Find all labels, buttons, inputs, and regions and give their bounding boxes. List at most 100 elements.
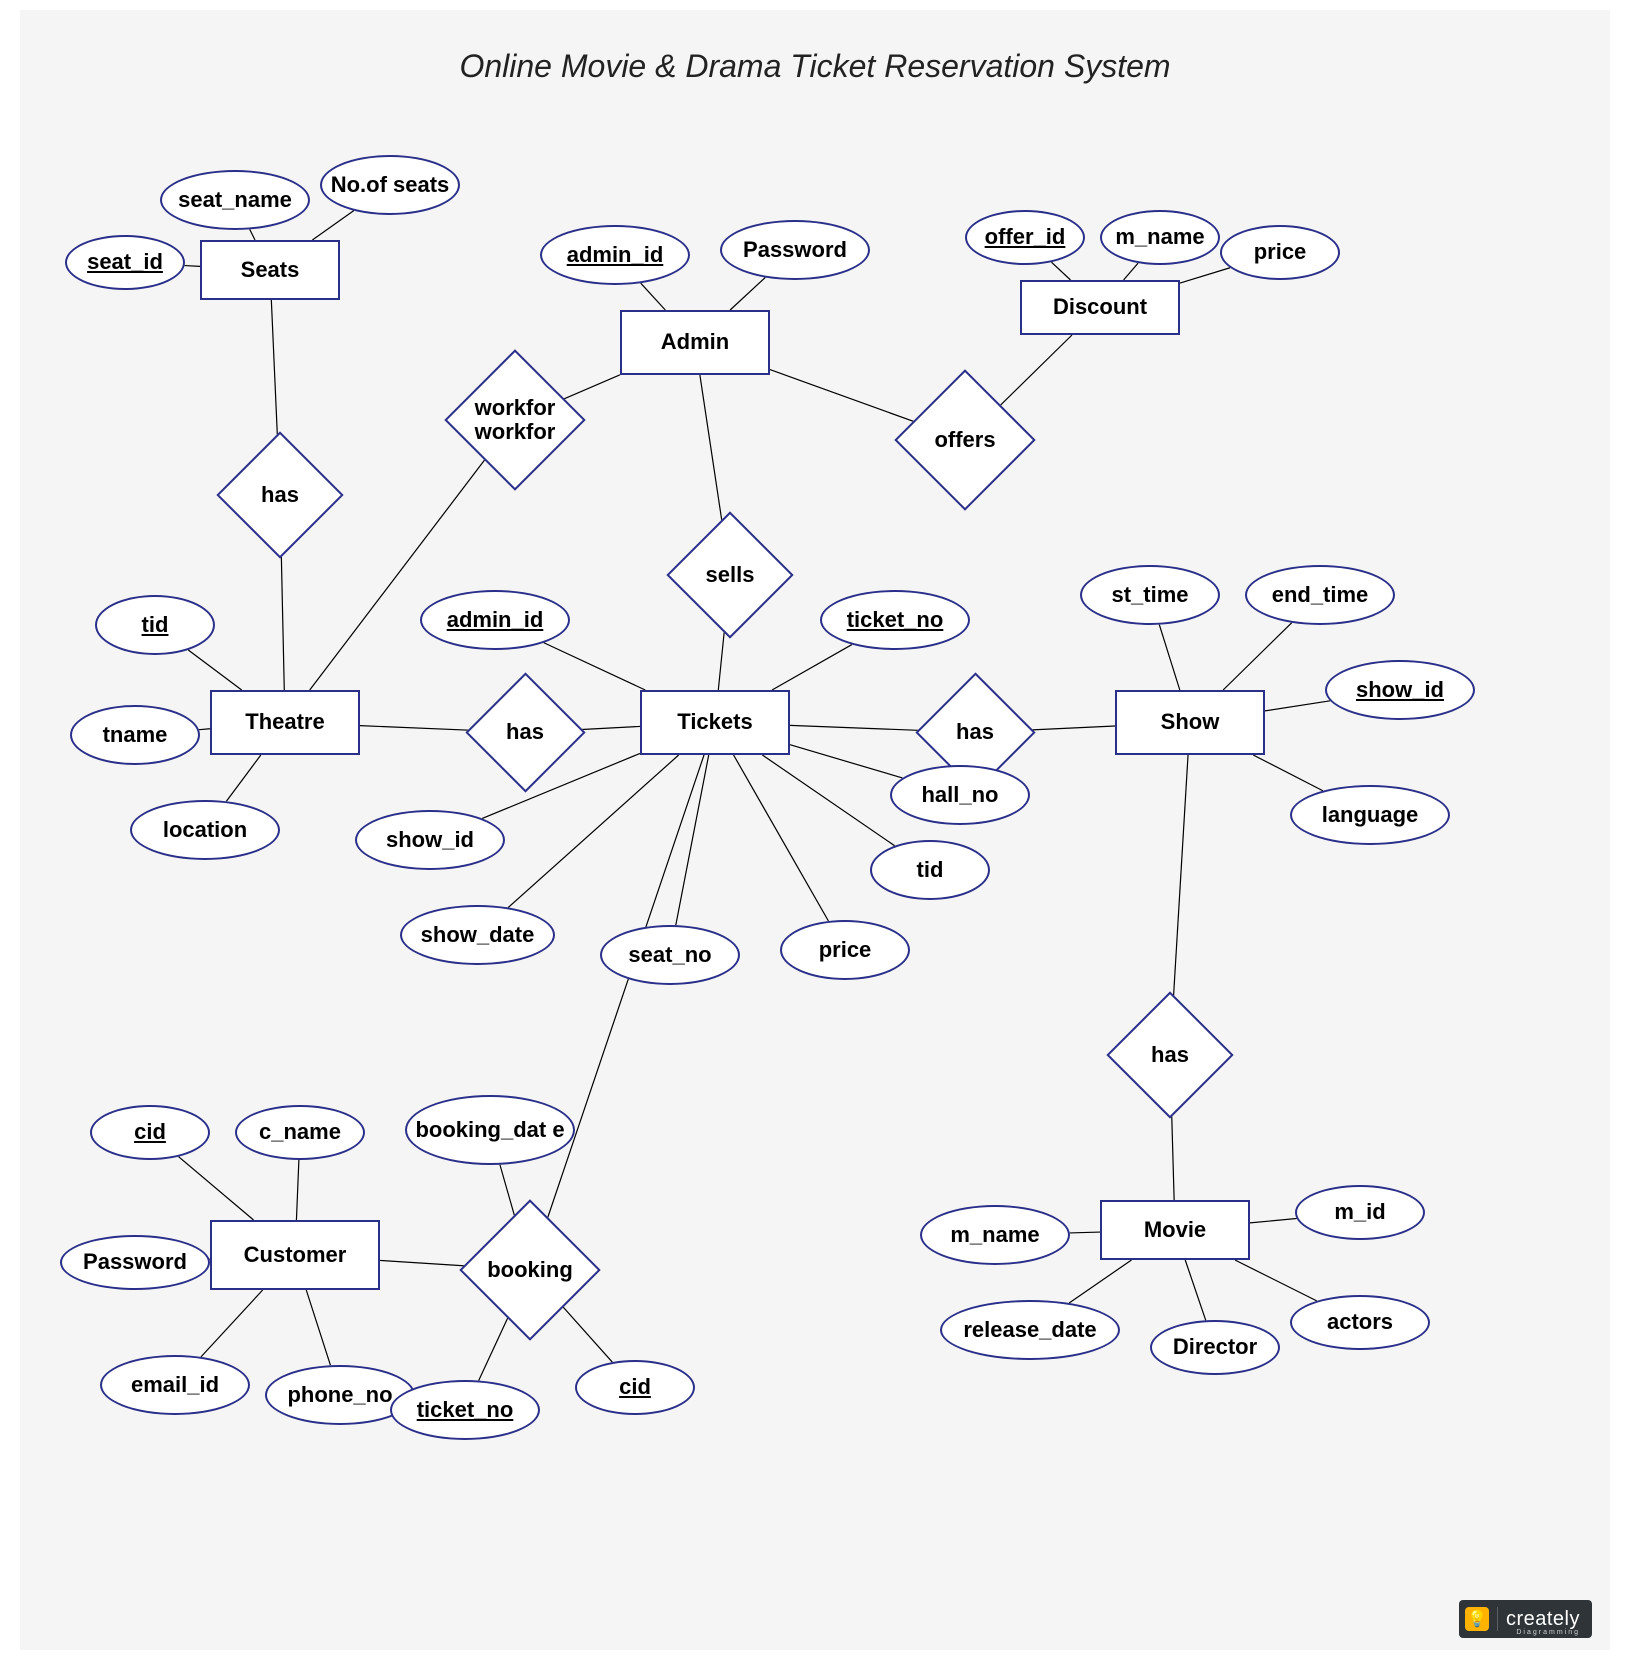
edge [281, 539, 284, 690]
attribute-a_bkdate: booking_dat e [405, 1095, 575, 1165]
attribute-a_hallno: hall_no [890, 765, 1030, 825]
attribute-a_password: Password [720, 220, 870, 280]
entity-e_show: Show [1115, 690, 1265, 755]
attribute-a_price_t: price [780, 920, 910, 980]
edge [271, 300, 278, 452]
attribute-a_tid2: tid [870, 840, 990, 900]
attribute-a_ticketno2: ticket_no [390, 1380, 540, 1440]
attribute-a_mname_d: m_name [1100, 210, 1220, 265]
relationship-r_workfor: workfor workfor [465, 370, 565, 470]
relationship-r_sells: sells [685, 530, 775, 620]
relationship-label: workfor workfor [440, 370, 590, 470]
brand-name: creately [1506, 1608, 1580, 1631]
edge [199, 729, 210, 730]
attribute-a_tid: tid [95, 595, 215, 655]
edge [226, 755, 260, 801]
entity-e_theatre: Theatre [210, 690, 360, 755]
entity-e_admin: Admin [620, 310, 770, 375]
attribute-a_location: location [130, 800, 280, 860]
attribute-a_release: release_date [940, 1300, 1120, 1360]
edge [306, 1290, 330, 1365]
edge [1253, 755, 1323, 791]
relationship-r_has2: has [483, 690, 568, 775]
relationship-r_has1: has [235, 450, 325, 540]
relationship-label: has [460, 690, 590, 775]
edge [1235, 1260, 1317, 1301]
brand-sub: Diagramming [1516, 1629, 1580, 1636]
page-root: Online Movie & Drama Ticket Reservation … [0, 0, 1630, 1675]
edge [1124, 263, 1138, 280]
edge [543, 755, 704, 1233]
edge [772, 645, 852, 690]
entity-e_seats: Seats [200, 240, 340, 300]
edge [1223, 623, 1292, 690]
edge [676, 755, 709, 925]
attribute-a_offerid: offer_id [965, 210, 1085, 265]
edge [296, 1160, 298, 1220]
edge [641, 283, 666, 310]
attribute-label: cid [134, 1120, 166, 1144]
attribute-a_cname: c_name [235, 1105, 365, 1160]
edge [201, 1290, 263, 1357]
edge [250, 229, 255, 240]
attribute-a_seatid: seat_id [65, 235, 185, 290]
attribute-a_mid: m_id [1295, 1185, 1425, 1240]
edge [790, 745, 902, 778]
attribute-a_price_d: price [1220, 225, 1340, 280]
attribute-a_passc: Password [60, 1235, 210, 1290]
attribute-a_showdate: show_date [400, 905, 555, 965]
edge [1250, 1219, 1297, 1223]
edge [188, 650, 241, 690]
edge [734, 755, 829, 921]
attribute-a_adminid: admin_id [540, 225, 690, 285]
edge [1173, 755, 1188, 1013]
edge [1180, 268, 1230, 283]
attribute-label: ticket_no [417, 1398, 514, 1422]
edge [1159, 625, 1179, 690]
attribute-label: seat_id [87, 250, 163, 274]
edge [762, 755, 894, 846]
attribute-a_emailid: email_id [100, 1355, 250, 1415]
diagram-canvas: Online Movie & Drama Ticket Reservation … [20, 10, 1610, 1650]
relationship-label: sells [660, 530, 800, 620]
edge [312, 211, 353, 240]
attribute-label: show_id [1356, 678, 1444, 702]
brand-badge: 💡 creately Diagramming [1459, 1600, 1592, 1638]
attribute-a_mname: m_name [920, 1205, 1070, 1265]
attribute-label: tid [142, 613, 169, 637]
attribute-a_cid2: cid [575, 1360, 695, 1415]
edge [1265, 701, 1330, 711]
edge [185, 266, 200, 267]
relationship-r_offers: offers [915, 390, 1015, 490]
attribute-a_language: language [1290, 785, 1450, 845]
relationship-r_has3: has [933, 690, 1018, 775]
attribute-a_tname: tname [70, 705, 200, 765]
edge [700, 375, 724, 536]
relationship-label: has [1100, 1010, 1240, 1100]
entity-e_discount: Discount [1020, 280, 1180, 335]
attribute-a_showid: show_id [355, 810, 505, 870]
attribute-a_endtime: end_time [1245, 565, 1395, 625]
diagram-title: Online Movie & Drama Ticket Reservation … [20, 48, 1610, 85]
attribute-label: offer_id [985, 225, 1066, 249]
entity-e_movie: Movie [1100, 1200, 1250, 1260]
relationship-label: has [910, 690, 1040, 775]
attribute-a_adminid2: admin_id [420, 590, 570, 650]
attribute-a_showid2: show_id [1325, 660, 1475, 720]
attribute-a_cid: cid [90, 1105, 210, 1160]
entity-e_customer: Customer [210, 1220, 380, 1290]
relationship-label: has [210, 450, 350, 540]
attribute-a_director: Director [1150, 1320, 1280, 1375]
edge [1051, 262, 1070, 280]
edge [544, 643, 645, 690]
attribute-a_noseats: No.of seats [320, 155, 460, 215]
bulb-icon: 💡 [1465, 1607, 1489, 1631]
attribute-a_seatno: seat_no [600, 925, 740, 985]
relationship-label: offers [890, 390, 1040, 490]
attribute-label: admin_id [447, 608, 544, 632]
edge [730, 278, 765, 310]
entity-e_tickets: Tickets [640, 690, 790, 755]
edge [1070, 1232, 1100, 1233]
attribute-a_seatname: seat_name [160, 170, 310, 230]
attribute-label: ticket_no [847, 608, 944, 632]
